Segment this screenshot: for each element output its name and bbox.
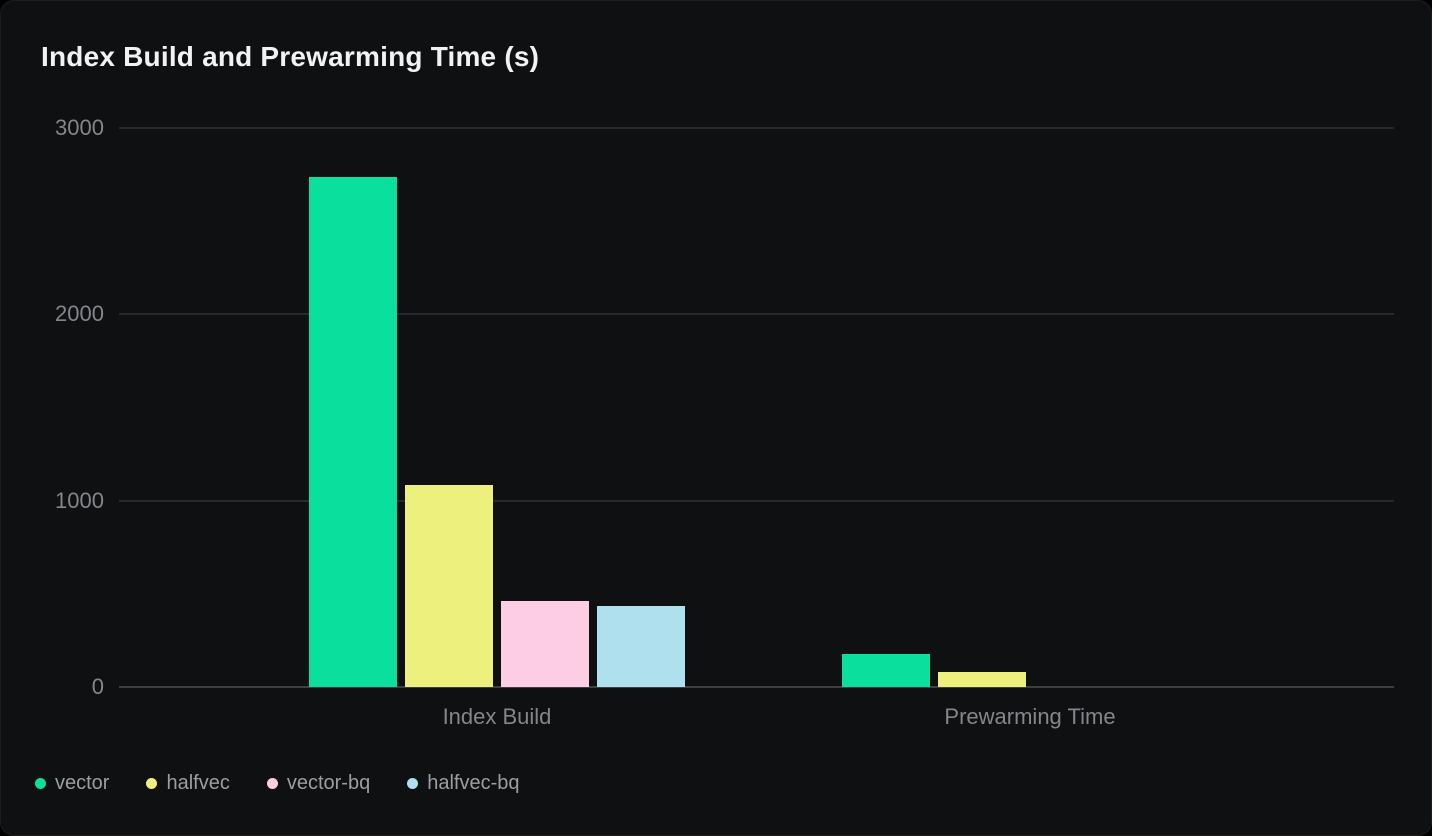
bar-vector-bq-index-build	[501, 601, 589, 687]
x-axis-label-prewarming-time: Prewarming Time	[944, 704, 1116, 729]
chart-title: Index Build and Prewarming Time (s)	[41, 41, 540, 72]
bar-halfvec-prewarming-time	[938, 672, 1026, 687]
bar-halfvec-index-build	[405, 485, 493, 687]
legend-item-halfvec[interactable]: halfvec	[146, 772, 230, 795]
grid-line-0	[119, 686, 1394, 688]
legend-label-halfvec-bq: halfvec-bq	[427, 772, 520, 794]
y-axis-tick-1000: 1000	[55, 487, 104, 513]
grid-line-3000	[119, 126, 1394, 129]
legend-label-vector: vector	[55, 772, 110, 794]
legend-item-vector[interactable]: vector	[35, 772, 109, 795]
legend-label-halfvec: halfvec	[166, 772, 230, 794]
legend-dot-icon-halfvec-bq	[407, 778, 419, 789]
chart-legend: vector halfvec vector-bq halfvec-bq	[35, 772, 520, 795]
legend-dot-icon-halfvec	[146, 778, 158, 789]
bar-vector-prewarming-time	[842, 654, 930, 687]
legend-dot-icon-vector	[35, 778, 46, 789]
grid-line-2000	[119, 313, 1394, 315]
legend-label-vector-bq: vector-bq	[286, 772, 371, 794]
bar-halfvec-bq-index-build	[597, 606, 685, 687]
legend-dot-icon-vector-bq	[266, 778, 278, 789]
y-axis-tick-2000: 2000	[55, 301, 104, 326]
grid-line-1000	[119, 499, 1394, 502]
bar-vector-index-build	[309, 177, 397, 687]
legend-item-halfvec-bq[interactable]: halfvec-bq	[407, 772, 520, 795]
legend-item-vector-bq[interactable]: vector-bq	[266, 772, 371, 795]
x-axis-label-index-build: Index Build	[442, 704, 552, 729]
y-axis-tick-3000: 3000	[55, 114, 104, 140]
y-axis-tick-0: 0	[91, 674, 104, 699]
